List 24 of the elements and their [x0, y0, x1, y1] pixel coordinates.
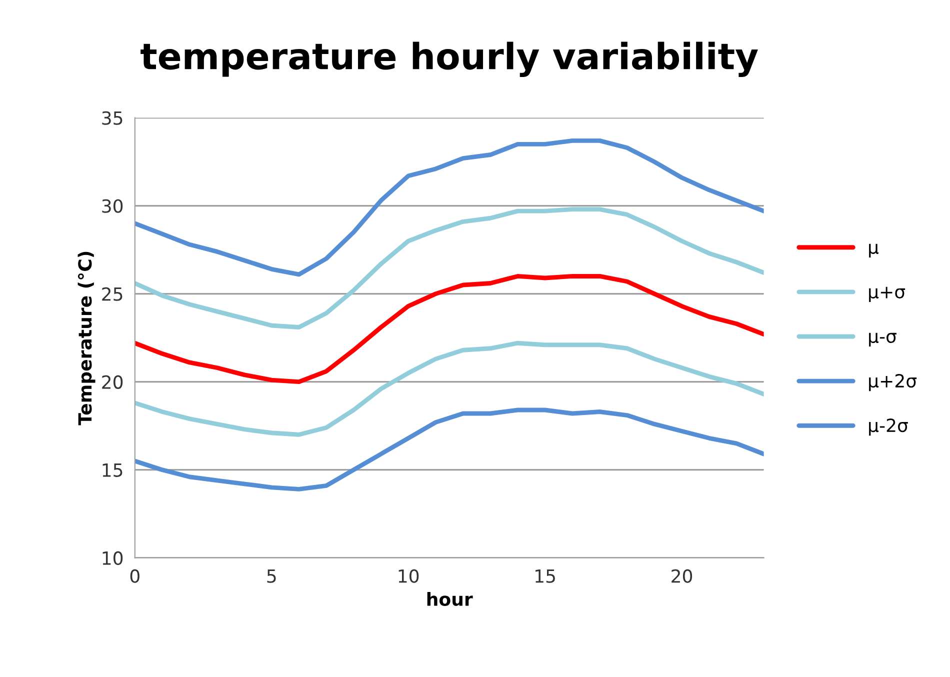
x-axis-title: hour: [427, 592, 473, 606]
y-axis-title: Temperature (°C): [78, 252, 96, 426]
x-tick-label: 10: [398, 569, 419, 583]
legend-label: μ: [869, 244, 879, 258]
line-series: [134, 207, 764, 330]
line-series: [134, 408, 764, 492]
line-series: [134, 340, 764, 437]
x-tick-label: 20: [672, 569, 692, 583]
y-tick-label: 30: [102, 199, 123, 213]
line-series: [134, 138, 764, 277]
x-tick-label: 0: [130, 569, 140, 583]
y-tick-label: 35: [102, 111, 122, 125]
legend-label: μ-σ: [869, 332, 896, 347]
y-tick-label: 20: [102, 375, 123, 389]
y-tick-label: 15: [102, 464, 122, 477]
x-tick-label: 5: [267, 570, 276, 583]
legend-label: μ+σ: [869, 286, 906, 302]
legend-label: μ-2σ: [869, 418, 908, 436]
line-series: [134, 274, 764, 384]
x-tick-label: 15: [536, 570, 555, 583]
y-tick-label: 10: [102, 551, 123, 565]
chart-title: temperature hourly variability: [140, 42, 758, 77]
y-tick-label: 25: [102, 287, 122, 301]
legend-label: μ+2σ: [869, 374, 917, 392]
